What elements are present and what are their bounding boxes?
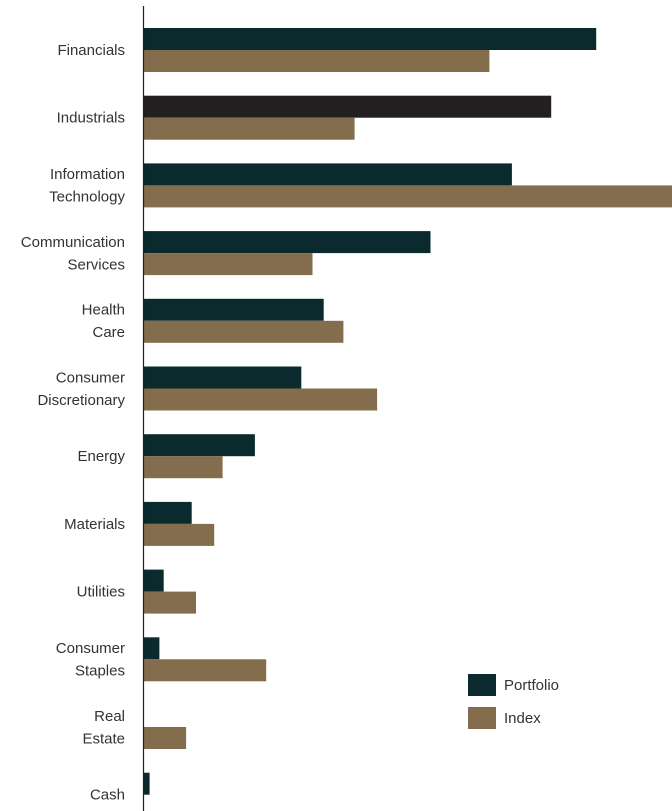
bar-index-consumer-discretionary — [144, 388, 378, 411]
bar-index-health-care — [144, 320, 344, 343]
category-label-health-care: Care — [92, 324, 125, 341]
bar-portfolio-materials — [144, 501, 192, 524]
category-label-real-estate: Estate — [82, 730, 125, 747]
category-label-real-estate: Real — [94, 708, 125, 725]
bar-portfolio-cash — [144, 772, 150, 795]
category-label-information-technology: Technology — [49, 189, 125, 206]
category-label-consumer-discretionary: Discretionary — [37, 392, 125, 409]
category-label-energy: Energy — [77, 448, 125, 465]
bar-index-financials — [144, 50, 490, 72]
bar-index-real-estate — [144, 727, 187, 749]
bar-index-utilities — [144, 591, 196, 614]
legend-label-portfolio: Portfolio — [504, 677, 559, 694]
category-label-health-care: Health — [82, 302, 125, 319]
bar-index-materials — [144, 523, 215, 546]
legend: Portfolio Index — [468, 674, 559, 729]
bar-portfolio-communication-services — [144, 231, 431, 254]
category-label-communication-services: Communication — [21, 234, 125, 251]
bar-portfolio-industrials — [144, 95, 552, 118]
bars-group — [144, 28, 672, 795]
category-label-consumer-staples: Consumer — [56, 640, 125, 657]
category-label-consumer-discretionary: Consumer — [56, 369, 125, 386]
category-label-utilities: Utilities — [77, 584, 125, 601]
bar-portfolio-health-care — [144, 298, 324, 321]
category-label-materials: Materials — [64, 516, 125, 533]
bar-portfolio-utilities — [144, 569, 164, 592]
bar-portfolio-energy — [144, 434, 255, 457]
bar-portfolio-information-technology — [144, 163, 512, 186]
category-label-information-technology: Information — [50, 166, 125, 183]
legend-label-index: Index — [504, 710, 541, 727]
category-label-communication-services: Services — [67, 256, 125, 273]
category-label-consumer-staples: Staples — [75, 663, 125, 680]
legend-swatch-portfolio — [468, 674, 496, 696]
category-label-cash: Cash — [90, 787, 125, 804]
category-labels: Financials Industrials Information Technolo… — [21, 42, 126, 804]
bar-portfolio-consumer-discretionary — [144, 366, 302, 389]
bar-index-industrials — [144, 117, 355, 140]
bar-portfolio-consumer-staples — [144, 637, 160, 660]
bar-portfolio-financials — [144, 28, 597, 50]
bar-index-information-technology — [144, 185, 672, 208]
legend-swatch-index — [468, 707, 496, 729]
bar-index-energy — [144, 456, 223, 479]
category-label-financials: Financials — [57, 42, 125, 59]
bar-index-consumer-staples — [144, 659, 267, 682]
bar-index-communication-services — [144, 253, 313, 276]
category-label-industrials: Industrials — [57, 110, 125, 127]
